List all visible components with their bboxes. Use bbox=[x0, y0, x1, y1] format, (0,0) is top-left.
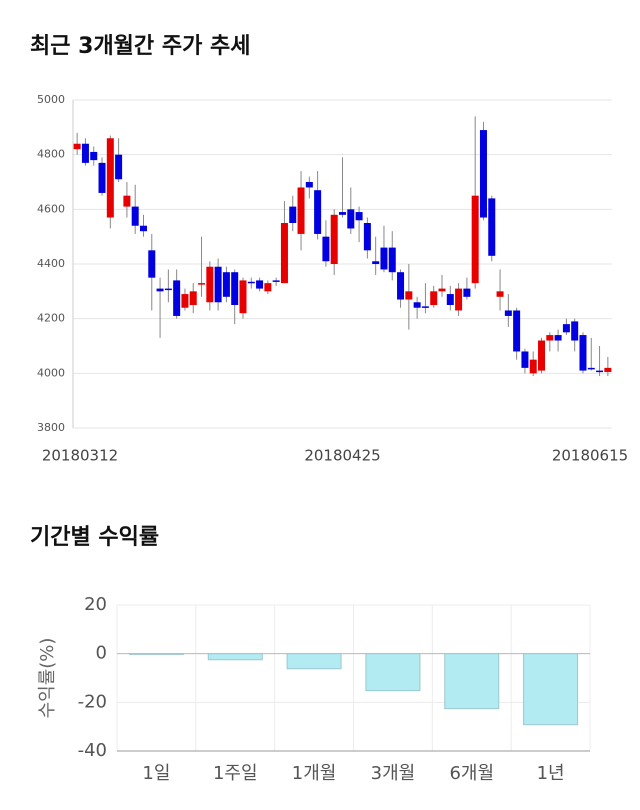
candle-body bbox=[247, 281, 255, 284]
chart-title: 최근 3개월간 주가 추세 bbox=[30, 34, 250, 59]
candle-body bbox=[264, 283, 272, 292]
candle-body bbox=[529, 359, 537, 374]
x-tick-label: 20180615 bbox=[552, 447, 628, 465]
y-tick-label: 4000 bbox=[37, 366, 65, 379]
candle-body bbox=[181, 294, 189, 308]
bar bbox=[444, 653, 500, 710]
candle-body bbox=[239, 280, 247, 314]
candle-body bbox=[596, 370, 604, 373]
x-tick-label: 20180425 bbox=[304, 447, 380, 465]
candle-body bbox=[156, 288, 164, 292]
candle-body bbox=[289, 206, 297, 223]
candle-body bbox=[164, 288, 172, 291]
y-tick-label: 0 bbox=[96, 643, 107, 664]
x-tick-label: 6개월 bbox=[449, 763, 494, 784]
candle-body bbox=[330, 214, 338, 264]
bar bbox=[523, 653, 579, 726]
y-tick-label: 4400 bbox=[37, 257, 65, 270]
candle-body bbox=[438, 288, 446, 292]
candle-body bbox=[397, 272, 405, 300]
candle-body bbox=[504, 310, 512, 316]
candle-body bbox=[579, 335, 587, 371]
y-tick-label: 4600 bbox=[37, 202, 65, 215]
bar bbox=[286, 653, 342, 670]
candle-body bbox=[562, 324, 570, 333]
candle-body bbox=[305, 182, 313, 188]
x-tick-label: 1년 bbox=[537, 763, 565, 784]
candle-body bbox=[173, 280, 181, 316]
candle-body bbox=[148, 250, 156, 278]
candle-body bbox=[256, 280, 264, 289]
x-tick-label: 20180312 bbox=[42, 447, 118, 465]
candle-body bbox=[272, 280, 280, 282]
y-tick-label: 5000 bbox=[37, 93, 65, 106]
candle-body bbox=[314, 190, 322, 234]
candle-body bbox=[90, 151, 98, 161]
candle-body bbox=[405, 291, 413, 300]
candle-body bbox=[479, 130, 487, 218]
candle-body bbox=[98, 162, 106, 193]
candle-body bbox=[363, 223, 371, 251]
candle-body bbox=[463, 288, 471, 297]
candle-body bbox=[488, 198, 496, 256]
candle-body bbox=[322, 236, 330, 262]
bar bbox=[365, 653, 421, 692]
candle-body bbox=[231, 272, 239, 305]
candle-body bbox=[115, 154, 123, 180]
y-tick-label: 3800 bbox=[37, 421, 65, 434]
candle-body bbox=[455, 288, 463, 311]
candle-body bbox=[513, 310, 521, 352]
candle-body bbox=[413, 302, 421, 308]
y-tick-label: 20 bbox=[84, 594, 107, 615]
y-axis-label: 수익률(%) bbox=[37, 638, 58, 719]
candle-body bbox=[198, 283, 206, 285]
candle-body bbox=[388, 247, 396, 273]
candle-body bbox=[222, 272, 230, 297]
candle-body bbox=[106, 138, 114, 218]
candle-body bbox=[189, 291, 197, 305]
candle-body bbox=[131, 206, 139, 226]
bar bbox=[207, 653, 263, 661]
candle-body bbox=[571, 321, 579, 341]
x-tick-label: 1일 bbox=[142, 763, 170, 784]
candle-body bbox=[372, 261, 380, 264]
candle-body bbox=[604, 367, 612, 372]
candle-body bbox=[280, 223, 288, 284]
candle-body bbox=[297, 187, 305, 234]
candle-body bbox=[521, 351, 529, 368]
candle-body bbox=[446, 294, 454, 305]
candle-body bbox=[355, 212, 363, 221]
candle-body bbox=[139, 225, 147, 232]
y-tick-label: -20 bbox=[78, 691, 107, 712]
candle-body bbox=[546, 335, 554, 341]
candle-body bbox=[347, 209, 355, 229]
candle-body bbox=[339, 212, 346, 215]
candle-body bbox=[471, 195, 479, 284]
y-tick-label: -40 bbox=[78, 740, 107, 761]
x-tick-label: 3개월 bbox=[371, 763, 416, 784]
candle-body bbox=[496, 291, 504, 297]
bar bbox=[128, 653, 184, 655]
candle-body bbox=[81, 143, 89, 163]
candle-body bbox=[214, 266, 222, 303]
chart-title: 기간별 수익률 bbox=[30, 525, 159, 550]
candle-body bbox=[380, 247, 388, 270]
x-tick-label: 1개월 bbox=[292, 763, 337, 784]
y-tick-label: 4800 bbox=[37, 148, 65, 161]
candle-body bbox=[538, 340, 546, 371]
candle-body bbox=[421, 306, 429, 308]
candle-body bbox=[587, 367, 595, 370]
candle-body bbox=[123, 195, 131, 207]
candle-body bbox=[73, 143, 81, 150]
candle-body bbox=[554, 335, 562, 341]
candle-body bbox=[206, 266, 214, 303]
candle-body bbox=[430, 291, 438, 305]
y-tick-label: 4200 bbox=[37, 312, 65, 325]
x-tick-label: 1주일 bbox=[213, 763, 258, 784]
